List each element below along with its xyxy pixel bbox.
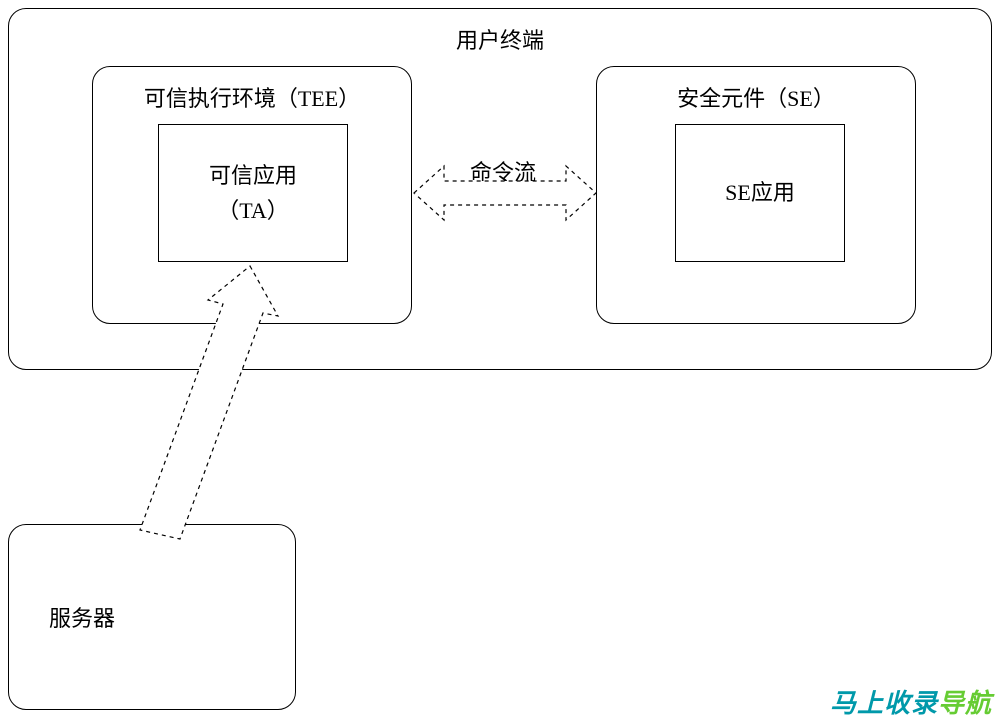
ta-box: 可信应用 （TA） bbox=[158, 124, 348, 262]
watermark-part-a: 马上收录 bbox=[830, 683, 938, 720]
server-label: 服务器 bbox=[49, 601, 115, 633]
ta-label-line1: 可信应用 bbox=[209, 158, 297, 193]
server-box: 服务器 bbox=[8, 524, 296, 710]
tee-label: 可信执行环境（TEE） bbox=[144, 81, 360, 113]
watermark-part-b: 导航 bbox=[938, 683, 992, 720]
cmd-flow-label: 命令流 bbox=[470, 155, 536, 187]
se-label: 安全元件（SE） bbox=[677, 81, 835, 113]
watermark: 马上收录 导航 bbox=[830, 683, 992, 720]
user-terminal-label: 用户终端 bbox=[456, 23, 544, 55]
ta-label-line2: （TA） bbox=[217, 193, 289, 228]
se-app-box: SE应用 bbox=[675, 124, 845, 262]
se-app-label: SE应用 bbox=[725, 175, 795, 210]
